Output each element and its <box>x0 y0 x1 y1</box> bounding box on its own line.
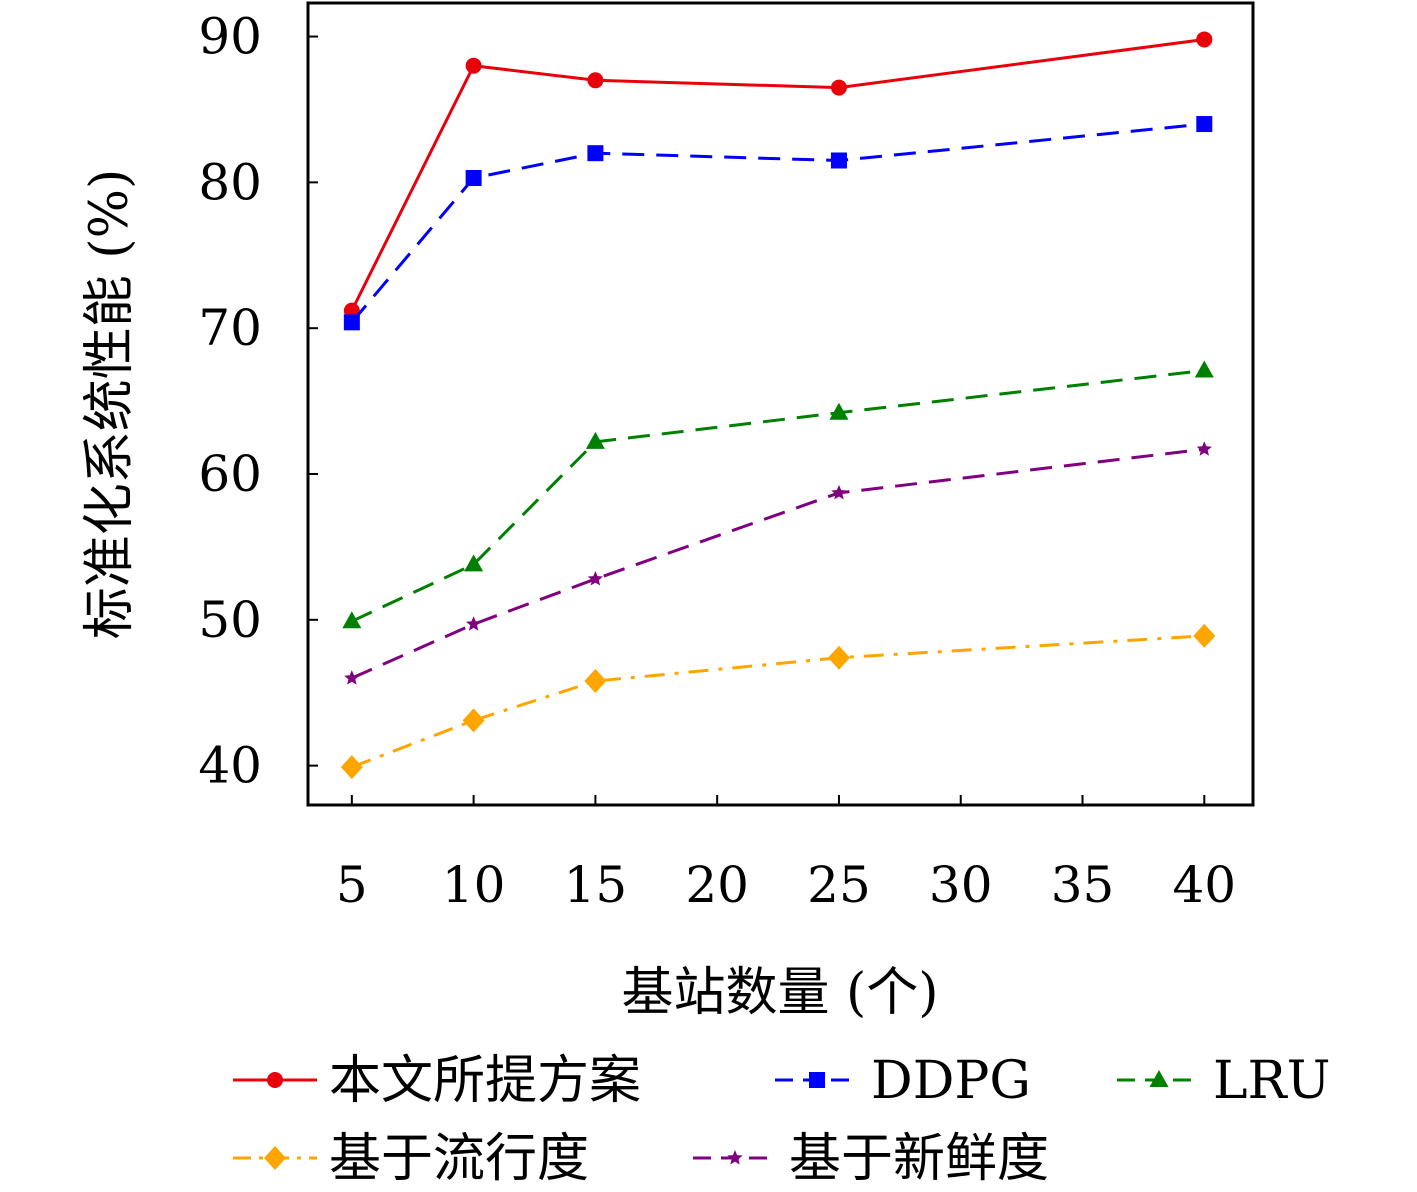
data-point <box>1196 441 1212 456</box>
series-line <box>351 447 1205 680</box>
data-point <box>831 484 847 500</box>
series-4 <box>340 623 1216 780</box>
data-point <box>462 708 485 733</box>
legend-marker <box>809 1072 825 1088</box>
data-point <box>1193 623 1216 648</box>
data-point <box>342 611 362 629</box>
series-3 <box>342 360 1214 629</box>
data-point <box>830 152 847 169</box>
legend-marker <box>1149 1070 1169 1087</box>
y-tick-label: 80 <box>198 153 262 211</box>
x-axis-title: 基站数量 (个) <box>621 963 938 1023</box>
data-point <box>587 571 603 586</box>
x-tick-label: 30 <box>929 856 993 914</box>
legend-label: 本文所提方案 <box>329 1051 641 1111</box>
legend-label: DDPG <box>871 1051 1031 1111</box>
series-5 <box>344 441 1212 685</box>
data-point <box>829 402 849 420</box>
y-tick-label: 40 <box>198 737 262 795</box>
legend-label: 基于新鲜度 <box>789 1129 1049 1189</box>
series-line <box>351 369 1205 623</box>
data-point <box>830 79 847 96</box>
legend-label: LRU <box>1213 1051 1331 1111</box>
data-point <box>587 72 604 89</box>
legend-item: DDPG <box>775 1051 1031 1111</box>
data-point <box>584 669 607 694</box>
series-line <box>351 634 1205 769</box>
data-point <box>1196 116 1213 133</box>
legend-marker <box>267 1072 283 1088</box>
data-point <box>466 616 482 631</box>
data-point <box>1194 360 1214 378</box>
y-tick-label: 50 <box>198 591 262 649</box>
x-tick-label: 35 <box>1051 856 1115 914</box>
series-line <box>350 122 1205 324</box>
data-point <box>585 431 605 449</box>
legend-marker <box>264 1146 286 1170</box>
y-tick-label: 60 <box>198 445 262 503</box>
data-point <box>340 755 363 780</box>
data-point <box>344 670 360 685</box>
data-point <box>464 554 484 572</box>
series-layer <box>340 31 1216 780</box>
data-point <box>587 145 604 162</box>
legend-item: 基于流行度 <box>233 1129 589 1189</box>
legend-marker <box>727 1150 743 1165</box>
x-tick-label: 10 <box>442 856 506 914</box>
data-point <box>1196 31 1213 48</box>
data-point <box>465 169 482 186</box>
legend-item: 本文所提方案 <box>233 1051 641 1111</box>
series-2 <box>343 116 1213 331</box>
plot-frame <box>306 1 1255 807</box>
y-tick-label: 70 <box>198 299 262 357</box>
data-point <box>465 57 482 74</box>
legend-item: LRU <box>1117 1051 1331 1111</box>
x-tick-label: 40 <box>1172 856 1236 914</box>
legend: 本文所提方案 DDPG LRU 基于流行度 基于新鲜度 <box>233 1051 1331 1189</box>
data-point <box>343 314 360 331</box>
data-point <box>827 645 850 670</box>
x-tick-label: 20 <box>685 856 749 914</box>
y-tick-label: 90 <box>198 8 262 66</box>
x-tick-label: 25 <box>807 856 871 914</box>
y-axis-title: 标准化系统性能 (%) <box>80 169 140 640</box>
legend-label: 基于流行度 <box>329 1129 589 1189</box>
legend-item: 基于新鲜度 <box>693 1129 1049 1189</box>
x-tick-label: 15 <box>564 856 628 914</box>
x-tick-label: 5 <box>336 856 368 914</box>
tick-layer: 5 10 15 20 25 30 35 40 40 50 60 70 80 90 <box>198 8 1236 914</box>
